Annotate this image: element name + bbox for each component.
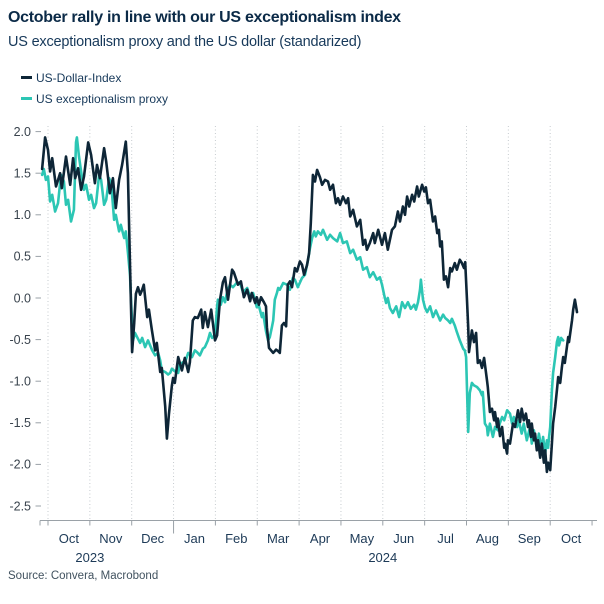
month-label-0-oct: Oct: [59, 531, 80, 546]
series-line-us-dollar-index: [40, 136, 579, 474]
legend-swatch-us-exceptionalism-proxy: [21, 97, 32, 100]
chart-subtitle: US exceptionalism proxy and the US dolla…: [8, 34, 362, 50]
chart-title: October rally in line with our US except…: [8, 9, 401, 26]
y-tick-label--1: -1.0: [9, 375, 31, 389]
month-label-2-dec: Dec: [141, 531, 165, 546]
month-label-8-jun: Jun: [393, 531, 414, 546]
y-tick-label-0.5: 0.5: [14, 250, 31, 264]
month-label-9-jul: Jul: [437, 531, 454, 546]
y-tick-label--0.5: -0.5: [9, 333, 31, 347]
month-label-4-feb: Feb: [225, 531, 247, 546]
y-tick-label--2: -2.0: [9, 458, 31, 472]
year-label-2023: 2023: [75, 550, 104, 565]
legend-label-us-exceptionalism-proxy: US exceptionalism proxy: [36, 91, 169, 106]
source-note: Source: Convera, Macrobond: [8, 570, 159, 582]
legend-item-us-dollar-index: US-Dollar-Index: [21, 67, 168, 88]
y-tick-label--1.5: -1.5: [9, 416, 31, 430]
month-label-6-apr: Apr: [310, 531, 331, 546]
series-line-us-exceptionalism-proxy: [40, 136, 565, 455]
y-tick-label-1.5: 1.5: [14, 167, 31, 181]
month-label-10-aug: Aug: [476, 531, 499, 546]
month-label-11-sep: Sep: [518, 531, 541, 546]
legend: US-Dollar-Index US exceptionalism proxy: [21, 67, 168, 109]
month-label-1-nov: Nov: [99, 531, 123, 546]
y-tick-label--2.5: -2.5: [9, 499, 31, 513]
y-tick-label-2: 2.0: [14, 125, 31, 139]
legend-item-us-exceptionalism-proxy: US exceptionalism proxy: [21, 88, 168, 109]
month-label-12-oct: Oct: [561, 531, 582, 546]
month-label-5-mar: Mar: [267, 531, 290, 546]
year-label-2024: 2024: [368, 550, 397, 565]
y-tick-label-1: 1.0: [14, 208, 31, 222]
legend-label-us-dollar-index: US-Dollar-Index: [36, 70, 122, 85]
month-label-3-jan: Jan: [184, 531, 205, 546]
month-label-7-may: May: [350, 531, 375, 546]
y-tick-label-0: 0.0: [14, 291, 31, 305]
legend-swatch-us-dollar-index: [21, 76, 32, 79]
